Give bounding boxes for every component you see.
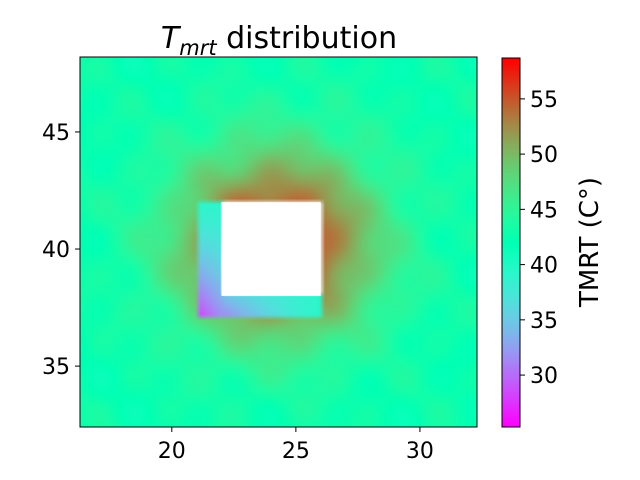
chart-title-rest: distribution xyxy=(217,21,398,56)
colorbar-ticks: 30 35 40 45 50 55 xyxy=(520,88,558,389)
heatmap-plot-area xyxy=(79,56,478,428)
x-tick-label: 20 xyxy=(158,439,186,464)
colorbar-tick-label: 55 xyxy=(530,88,558,113)
y-axis: 35 40 45 xyxy=(42,121,80,380)
colorbar-tick-label: 40 xyxy=(530,254,558,279)
chart-title-subscript: mrt xyxy=(179,36,217,60)
x-tick-label: 25 xyxy=(282,439,310,464)
plot-frame xyxy=(79,56,478,428)
colorbar: 30 35 40 45 50 55 TMRT (C°) xyxy=(501,57,605,428)
colorbar-tick-label: 45 xyxy=(530,198,558,223)
building-footprint xyxy=(221,202,321,296)
chart-title-symbol: T xyxy=(161,21,182,56)
colorbar-tick-label: 35 xyxy=(530,309,558,334)
y-tick-label: 45 xyxy=(42,121,70,146)
colorbar-gradient xyxy=(502,58,520,427)
x-axis: 20 25 30 xyxy=(158,427,434,464)
chart-title: Tmrt distribution xyxy=(161,21,397,60)
y-tick-label: 35 xyxy=(42,355,70,380)
colorbar-tick-label: 30 xyxy=(530,364,558,389)
colorbar-label: TMRT (C°) xyxy=(575,177,605,308)
x-tick-label: 30 xyxy=(406,439,434,464)
y-tick-label: 40 xyxy=(42,238,70,263)
colorbar-tick-label: 50 xyxy=(530,143,558,168)
colorbar-frame xyxy=(501,57,521,428)
